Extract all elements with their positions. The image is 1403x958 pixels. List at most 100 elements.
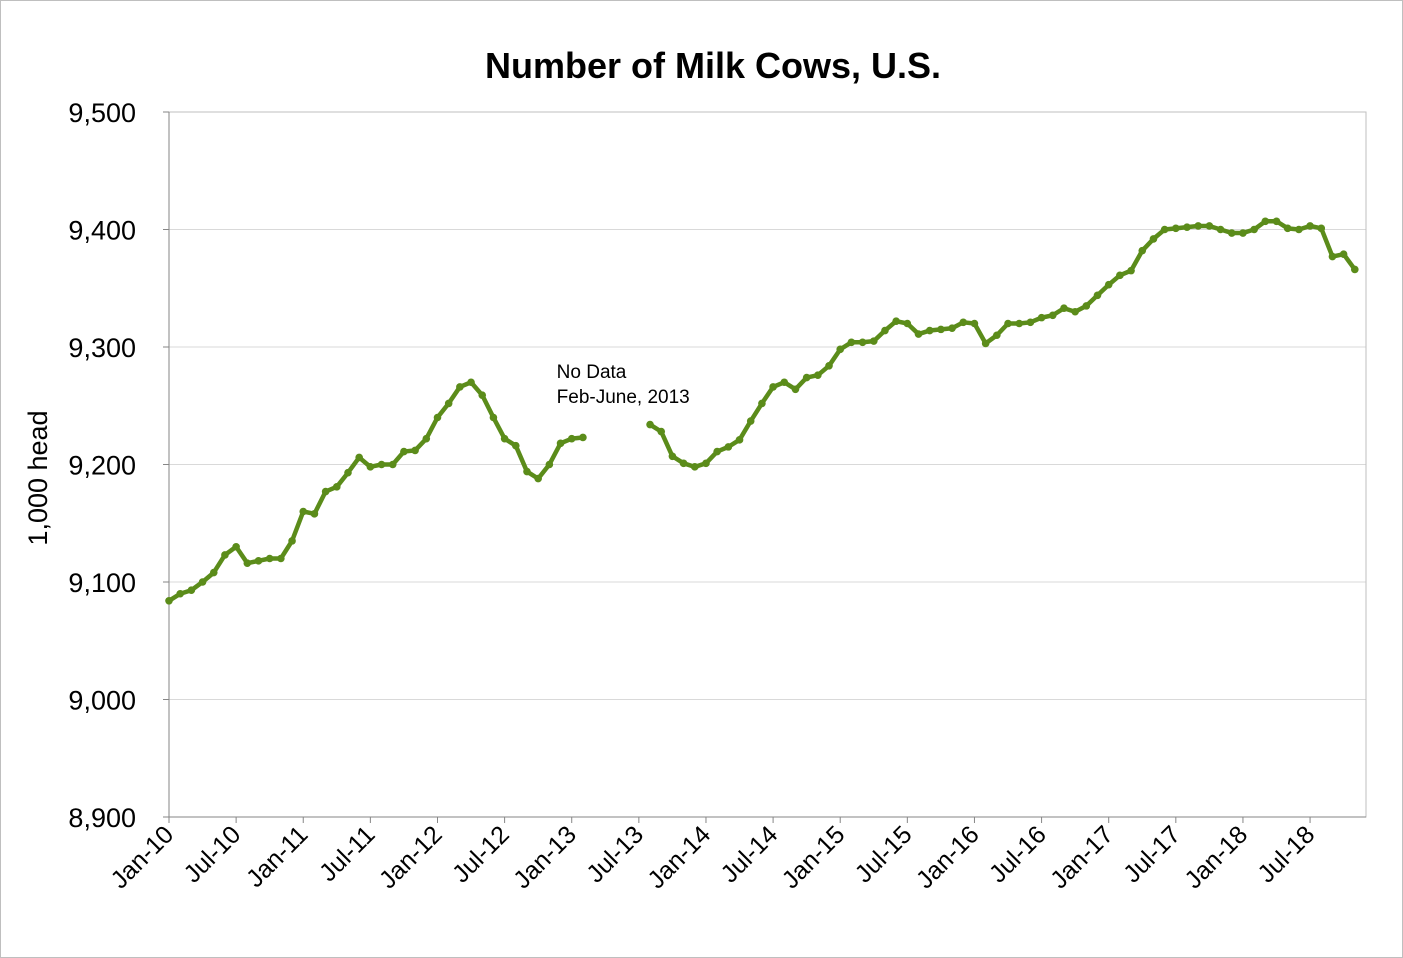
data-point [209, 568, 218, 577]
data-point [914, 330, 923, 338]
data-point [198, 578, 207, 586]
data-point [903, 319, 912, 328]
x-tick-label: Jul-10 [178, 820, 246, 888]
data-point [1060, 304, 1068, 313]
data-point [1328, 252, 1337, 261]
x-tick-label: Jan-11 [241, 820, 314, 893]
data-point [221, 551, 229, 559]
data-point [646, 420, 654, 429]
data-point [892, 317, 900, 325]
data-point [690, 463, 699, 471]
data-point [1093, 291, 1102, 300]
data-point [1239, 229, 1247, 237]
x-tick-label: Jul-14 [715, 820, 783, 888]
x-tick-label: Jul-17 [1118, 820, 1186, 888]
data-point [523, 467, 531, 476]
data-point [746, 417, 755, 425]
data-point [735, 436, 744, 444]
data-point [1216, 225, 1225, 234]
data-point [780, 378, 789, 387]
x-tick-label: Jul-18 [1252, 820, 1320, 888]
data-point [814, 371, 822, 380]
data-point [1071, 307, 1079, 316]
data-point [1172, 224, 1180, 233]
data-point [970, 319, 979, 328]
series-line [647, 219, 1358, 470]
data-point [836, 345, 845, 354]
data-point [299, 507, 308, 516]
data-point [1104, 280, 1113, 289]
x-tick-label: Jul-13 [581, 820, 649, 888]
data-point [1116, 271, 1124, 280]
data-point [511, 441, 520, 450]
annotation-line: No Data [557, 362, 627, 383]
data-point [1283, 224, 1292, 233]
axes: 8,900 9,000 9,100 9,200 9,300 9,400 9,500 Jan-1… [68, 98, 1366, 894]
data-point [567, 434, 576, 443]
data-point [858, 338, 867, 347]
data-point [534, 474, 542, 483]
data-point [467, 378, 475, 387]
data-point [265, 554, 274, 563]
data-point [1295, 225, 1303, 234]
data-point [344, 468, 352, 477]
data-point [489, 413, 498, 422]
data-point [422, 434, 431, 443]
x-tick-label: Jul-16 [984, 820, 1052, 888]
data-point [1149, 235, 1158, 243]
annotation: No Data Feb-June, 2013 [557, 362, 690, 408]
data-point [310, 510, 319, 518]
annotation-line: Feb-June, 2013 [557, 387, 690, 408]
x-tick-label: Jan-13 [508, 820, 582, 894]
x-tick-label: Jan-18 [1179, 820, 1253, 894]
y-tick-label: 9,000 [68, 686, 136, 716]
data-point [1306, 222, 1314, 230]
data-point [321, 487, 330, 496]
data-point [579, 433, 587, 442]
data-point [993, 331, 1001, 340]
data-point [1160, 225, 1169, 234]
y-tick-label: 9,100 [68, 568, 136, 598]
data-point [1205, 222, 1214, 230]
x-tick-label: Jul-12 [447, 820, 515, 888]
series-layer [165, 217, 1359, 605]
data-point [355, 453, 363, 462]
data-point [802, 373, 811, 382]
x-tick-label: Jul-15 [850, 820, 918, 888]
y-tick-label: 9,400 [68, 216, 136, 246]
x-tick-label: Jan-12 [374, 820, 448, 894]
data-point [1272, 217, 1281, 226]
data-point [400, 447, 408, 456]
data-point [825, 362, 833, 370]
y-tick-label: 9,300 [68, 333, 136, 363]
data-point [366, 463, 375, 471]
gridlines [169, 229, 1366, 700]
data-point [679, 459, 688, 468]
data-point [243, 559, 252, 567]
data-point [948, 324, 956, 333]
data-point [1048, 311, 1057, 320]
data-point [388, 460, 397, 469]
data-point [232, 542, 240, 551]
data-point [1127, 266, 1135, 275]
data-point [377, 460, 386, 469]
data-point [1250, 225, 1258, 234]
data-point [937, 325, 945, 334]
data-point [702, 459, 710, 468]
data-point [758, 399, 766, 408]
y-tick-label: 9,500 [68, 98, 136, 128]
data-point [556, 439, 565, 448]
data-point [333, 483, 341, 491]
data-point [668, 452, 677, 461]
data-point [981, 339, 990, 348]
data-point [165, 597, 173, 605]
series-line [166, 380, 586, 604]
data-point [545, 460, 554, 469]
data-point [1227, 229, 1236, 237]
data-point [500, 434, 509, 443]
data-point [1138, 246, 1147, 255]
data-point [1004, 319, 1012, 328]
data-point [176, 589, 184, 598]
